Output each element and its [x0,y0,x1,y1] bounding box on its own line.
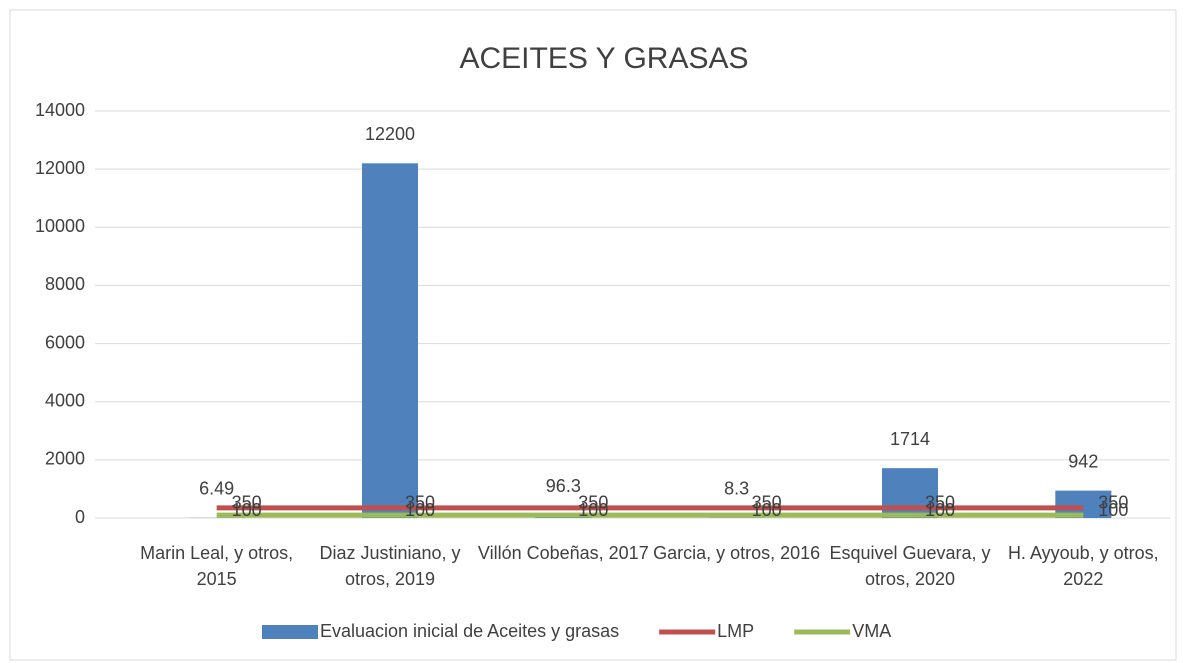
y-tick-label: 0 [75,507,85,527]
y-tick-label: 12000 [35,158,85,178]
data-label: 100 [925,500,955,520]
data-label: 350 [925,493,955,513]
y-tick-label: 8000 [45,274,85,294]
y-tick-label: 2000 [45,449,85,469]
bar [362,163,418,519]
data-label: 100 [578,500,608,520]
data-label: 100 [752,500,782,520]
data-label: 6.49 [199,479,234,499]
data-label: 350 [232,493,262,513]
data-label: 350 [578,493,608,513]
data-label: 350 [1098,493,1128,513]
y-tick-label: 4000 [45,390,85,410]
data-label: 1714 [890,429,930,449]
x-tick-label: Villón Cobeñas, 2017 [477,543,649,563]
data-label: 942 [1068,451,1098,471]
legend-swatch [262,625,318,639]
chart-border [9,9,1177,661]
data-label: 350 [752,493,782,513]
x-tick-label: Diaz Justiniano, y otros, 2019 [319,543,461,589]
y-tick-label: 14000 [35,100,85,120]
x-tick-label: Garcia, y otros, 2016 [653,543,821,563]
data-label: 100 [1098,500,1128,520]
legend-label: Evaluacion inicial de Aceites y grasas [320,621,619,641]
data-label: 100 [232,500,262,520]
y-tick-label: 10000 [35,216,85,236]
y-tick-label: 6000 [45,332,85,352]
data-label: 100 [405,500,435,520]
data-label: 12200 [365,124,415,144]
x-tick-label: Marin Leal, y otros, 2015 [140,543,294,589]
data-label: 8.3 [724,479,749,499]
x-tick-label: H. Ayyoub, y otros, 2022 [1007,543,1159,589]
data-label: 96.3 [546,476,581,496]
legend-label: VMA [852,621,891,641]
x-tick-label: Esquivel Guevara, y otros, 2020 [829,543,991,589]
data-label: 350 [405,493,435,513]
chart-title: ACEITES Y GRASAS [460,42,749,75]
legend-label: LMP [717,621,754,641]
